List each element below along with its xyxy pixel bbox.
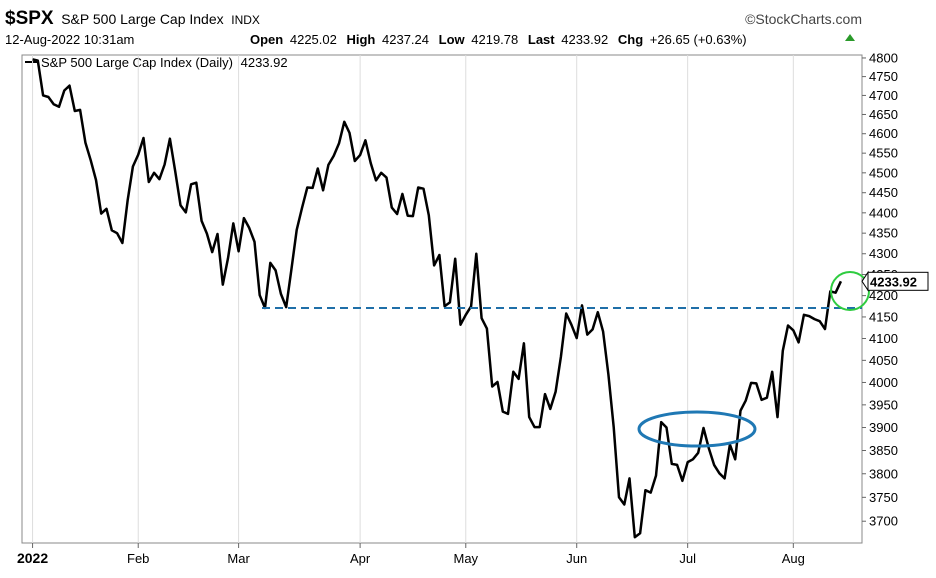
y-tick-label: 4000 — [869, 375, 898, 390]
x-tick-label: Aug — [782, 551, 805, 566]
y-tick-label: 3900 — [869, 420, 898, 435]
high-value: 4237.24 — [382, 32, 429, 47]
plot-frame — [21, 54, 863, 544]
y-tick-label: 4150 — [869, 309, 898, 324]
y-tick-label: 4350 — [869, 226, 898, 241]
legend: S&P 500 Large Cap Index (Daily) 4233.92 — [41, 55, 288, 70]
y-tick-label: 3950 — [869, 397, 898, 412]
x-tick-label: 2022 — [17, 550, 48, 566]
y-tick-label: 3800 — [869, 466, 898, 481]
price-line — [32, 58, 843, 539]
title-row: $SPX S&P 500 Large Cap Index INDX — [5, 8, 260, 29]
legend-value: 4233.92 — [241, 55, 288, 70]
x-tick-label: Mar — [227, 551, 250, 566]
y-tick-label: 4200 — [869, 288, 898, 303]
legend-label: S&P 500 Large Cap Index (Daily) — [41, 55, 233, 70]
open-value: 4225.02 — [290, 32, 337, 47]
low-value: 4219.78 — [471, 32, 518, 47]
last-label: Last — [528, 32, 555, 47]
y-tick-label: 4100 — [869, 331, 898, 346]
quote-row: 12-Aug-2022 10:31am Open 4225.02 High 42… — [5, 32, 747, 47]
source: ©StockCharts.com — [745, 11, 862, 27]
y-tick-label: 4700 — [869, 88, 898, 103]
y-tick-label: 4600 — [869, 126, 898, 141]
x-tick-label: Jul — [679, 551, 696, 566]
exchange: INDX — [231, 13, 260, 27]
chg-label: Chg — [618, 32, 643, 47]
open-label: Open — [250, 32, 283, 47]
chg-value: +26.65 (+0.63%) — [650, 32, 747, 47]
plot-area — [32, 55, 843, 543]
datetime: 12-Aug-2022 10:31am — [5, 32, 134, 47]
last-price-box — [867, 271, 929, 291]
y-tick-label: 4300 — [869, 246, 898, 261]
x-tick-label: May — [453, 551, 478, 566]
highlight-ellipse — [637, 410, 757, 448]
up-arrow — [845, 34, 855, 41]
y-tick-label: 4800 — [869, 50, 898, 65]
x-tick-label: Jun — [566, 551, 587, 566]
y-tick-label: 3850 — [869, 443, 898, 458]
y-tick-label: 4500 — [869, 165, 898, 180]
last-value: 4233.92 — [561, 32, 608, 47]
y-tick-label: 4750 — [869, 69, 898, 84]
highlight-circle — [830, 271, 870, 311]
y-tick-label: 4650 — [869, 107, 898, 122]
y-tick-label: 4400 — [869, 205, 898, 220]
y-tick-label: 4550 — [869, 146, 898, 161]
y-tick-label: 4050 — [869, 353, 898, 368]
y-tick-label: 3750 — [869, 490, 898, 505]
y-tick-label: 3700 — [869, 514, 898, 529]
low-label: Low — [439, 32, 466, 47]
high-label: High — [346, 32, 375, 47]
index-name: S&P 500 Large Cap Index — [61, 11, 223, 27]
x-tick-label: Apr — [350, 551, 371, 566]
y-tick-label: 4450 — [869, 185, 898, 200]
x-tick-label: Feb — [127, 551, 149, 566]
last-price-label: 4233.92 — [870, 274, 917, 289]
symbol: $SPX — [5, 8, 54, 29]
